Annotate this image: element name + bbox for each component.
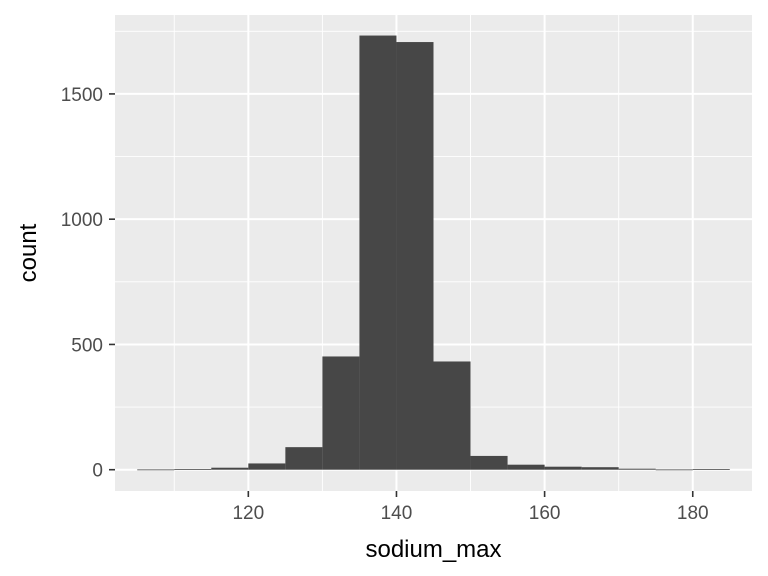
histogram-bar bbox=[470, 455, 508, 470]
x-tick-label: 120 bbox=[232, 503, 264, 524]
x-tick-label: 160 bbox=[529, 503, 561, 524]
histogram-bar bbox=[137, 469, 175, 471]
y-axis: 0 500 1000 1500 bbox=[61, 85, 115, 482]
histogram-bar bbox=[396, 42, 434, 470]
y-tick-label: 0 bbox=[92, 461, 103, 482]
histogram-bar bbox=[581, 467, 619, 470]
histogram-bar bbox=[433, 361, 471, 470]
histogram-bar bbox=[618, 468, 656, 470]
histogram-bar bbox=[174, 469, 212, 471]
y-tick-label: 500 bbox=[71, 335, 103, 356]
x-tick-label: 180 bbox=[677, 503, 709, 524]
histogram-bar bbox=[507, 464, 545, 470]
histogram-bars bbox=[137, 35, 730, 471]
x-axis: 120 140 160 180 bbox=[232, 491, 709, 524]
histogram-bar bbox=[544, 466, 582, 470]
histogram-bar bbox=[359, 35, 397, 470]
y-tick-label: 1000 bbox=[61, 210, 103, 231]
histogram-bar bbox=[692, 469, 730, 471]
histogram-bar bbox=[211, 467, 249, 470]
x-tick-label: 140 bbox=[381, 503, 413, 524]
y-axis-title: count bbox=[15, 223, 42, 282]
x-axis-title: sodium_max bbox=[365, 536, 501, 563]
histogram-bar bbox=[322, 356, 360, 470]
y-tick-label: 1500 bbox=[61, 85, 103, 106]
histogram-bar bbox=[655, 469, 693, 471]
histogram-bar bbox=[248, 463, 286, 470]
histogram-bar bbox=[285, 447, 323, 470]
